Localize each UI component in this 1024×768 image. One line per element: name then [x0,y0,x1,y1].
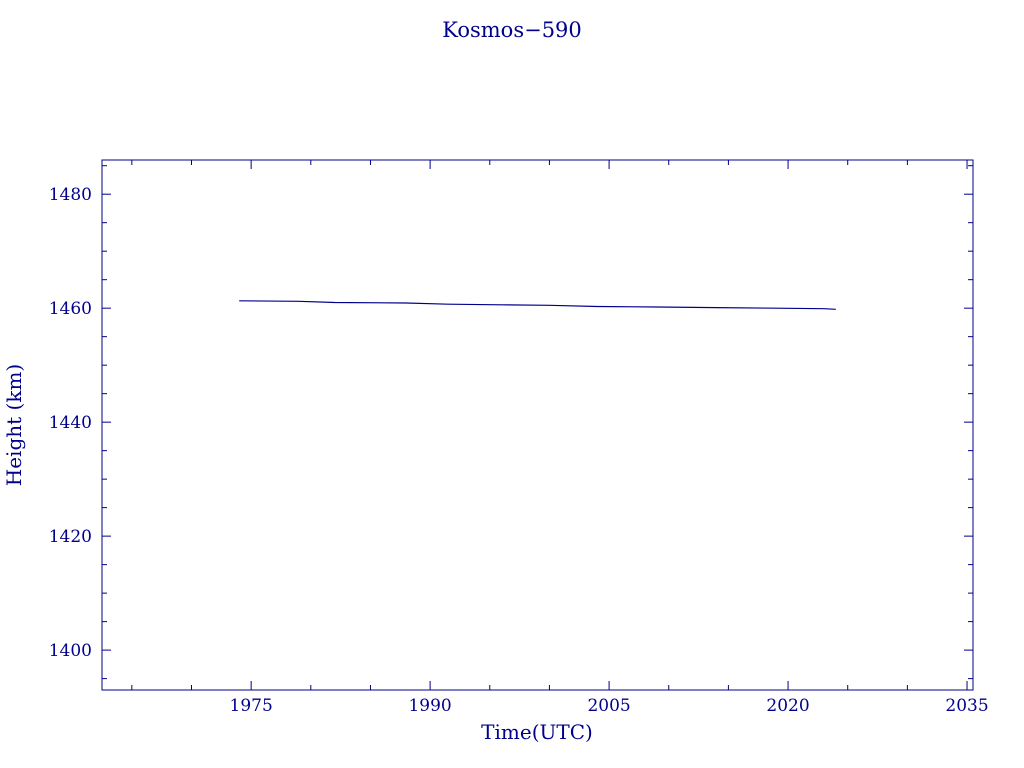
chart-title: Kosmos−590 [442,18,582,42]
x-tick-label: 1975 [230,696,273,716]
y-tick-label: 1400 [49,641,92,661]
y-tick-label: 1480 [49,185,92,205]
x-tick-label: 2020 [766,696,809,716]
y-axis: 1400 1420 1440 1460 1480 [49,165,973,680]
y-tick-label: 1460 [49,299,92,319]
series-layer [239,300,836,310]
y-tick-label: 1420 [49,527,92,547]
x-axis-label: Time(UTC) [481,720,593,744]
y-axis-label: Height (km) [2,364,26,486]
plot-border [101,159,974,691]
x-tick-label: 1990 [408,696,451,716]
plot-frame [101,159,974,691]
series-line [239,300,836,310]
x-axis: 1975 1990 2005 2020 2035 [131,160,989,716]
x-tick-label: 2005 [587,696,630,716]
y-tick-label: 1440 [49,413,92,433]
x-tick-label: 2035 [945,696,988,716]
